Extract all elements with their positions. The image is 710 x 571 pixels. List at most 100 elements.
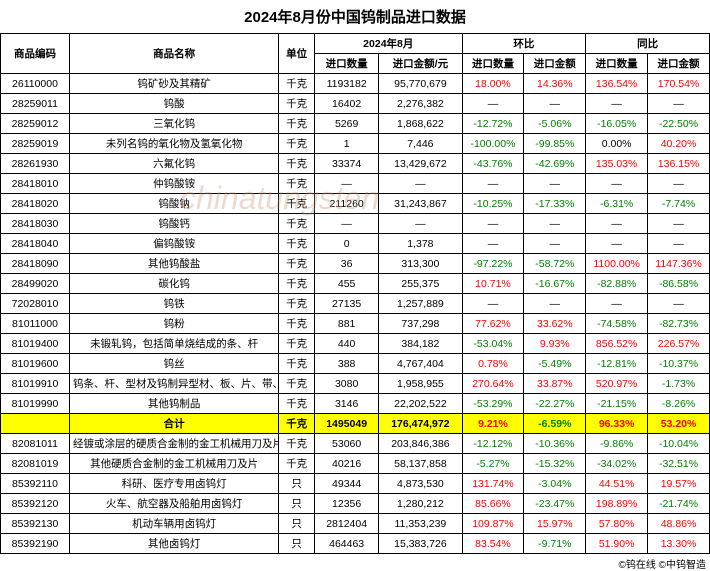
cell-name: 其他钨制品 (69, 394, 278, 414)
cell-mom-qty: 77.62% (462, 314, 524, 334)
cell-yoy-qty: — (586, 94, 648, 114)
cell-qty: 12356 (315, 494, 379, 514)
cell-yoy-qty: -6.31% (586, 194, 648, 214)
cell-qty: 881 (315, 314, 379, 334)
cell-yoy-qty: 136.54% (586, 74, 648, 94)
cell-unit: 千克 (279, 194, 315, 214)
cell-yoy-qty: 0.00% (586, 134, 648, 154)
cell-yoy-amt: 13.30% (648, 534, 710, 554)
cell-mom-amt: -5.06% (524, 114, 586, 134)
cell-amt: 11,353,239 (379, 514, 462, 534)
cell-yoy-qty: -9.86% (586, 434, 648, 454)
cell-mom-amt: -58.72% (524, 254, 586, 274)
cell-mom-amt: -5.49% (524, 354, 586, 374)
cell-unit: 千克 (279, 434, 315, 454)
page-title: 2024年8月份中国钨制品进口数据 (0, 0, 710, 33)
cell-yoy-amt: -7.74% (648, 194, 710, 214)
table-row: 82081011经镀或涂层的硬质合金制的金工机械用刀及片千克53060203,8… (1, 434, 710, 454)
cell-yoy-amt: -86.58% (648, 274, 710, 294)
cell-yoy-amt: — (648, 234, 710, 254)
cell-yoy-amt: -8.26% (648, 394, 710, 414)
cell-code: 28259012 (1, 114, 70, 134)
cell-amt: 7,446 (379, 134, 462, 154)
cell-unit: 千克 (279, 394, 315, 414)
th-mom: 环比 (462, 34, 586, 54)
cell-unit: 只 (279, 494, 315, 514)
cell-yoy-amt: 136.15% (648, 154, 710, 174)
cell-yoy-amt: 40.20% (648, 134, 710, 154)
cell-qty: 455 (315, 274, 379, 294)
th-qty: 进口数量 (315, 54, 379, 74)
cell-name: 未锻轧钨，包括简单烧结成的条、杆 (69, 334, 278, 354)
cell-unit: 千克 (279, 334, 315, 354)
table-row: 28418010仲钨酸铵千克—————— (1, 174, 710, 194)
cell-mom-amt: — (524, 294, 586, 314)
cell-qty: 27135 (315, 294, 379, 314)
cell-qty: 5269 (315, 114, 379, 134)
table-row: 合计千克1495049176,474,9729.21%-6.59%96.33%5… (1, 414, 710, 434)
cell-mom-qty: -53.29% (462, 394, 524, 414)
cell-name: 其他卤钨灯 (69, 534, 278, 554)
table-row: 26110000钨矿砂及其精矿千克119318295,770,67918.00%… (1, 74, 710, 94)
cell-unit: 千克 (279, 294, 315, 314)
cell-amt: 2,276,382 (379, 94, 462, 114)
table-row: 28261930六氟化钨千克3337413,429,672-43.76%-42.… (1, 154, 710, 174)
cell-mom-qty: -97.22% (462, 254, 524, 274)
table-row: 28418040偏钨酸铵千克01,378———— (1, 234, 710, 254)
cell-mom-amt: -16.67% (524, 274, 586, 294)
data-table: 商品编码 商品名称 单位 2024年8月 环比 同比 进口数量 进口金额/元 进… (0, 33, 710, 554)
cell-mom-qty: -10.25% (462, 194, 524, 214)
th-yoy-amt: 进口金额 (648, 54, 710, 74)
cell-qty: 1193182 (315, 74, 379, 94)
cell-mom-qty: — (462, 294, 524, 314)
cell-name: 钨铁 (69, 294, 278, 314)
cell-yoy-amt: 48.86% (648, 514, 710, 534)
table-row: 85392130机动车辆用卤钨灯只281240411,353,239109.87… (1, 514, 710, 534)
cell-qty: 388 (315, 354, 379, 374)
cell-amt: 255,375 (379, 274, 462, 294)
cell-code: 28418030 (1, 214, 70, 234)
cell-name: 其他硬质合金制的金工机械用刀及片 (69, 454, 278, 474)
cell-qty: — (315, 174, 379, 194)
cell-yoy-qty: 520.97% (586, 374, 648, 394)
cell-mom-amt: 9.93% (524, 334, 586, 354)
cell-mom-qty: — (462, 214, 524, 234)
cell-code: 28499020 (1, 274, 70, 294)
cell-code: 28259011 (1, 94, 70, 114)
cell-code: 28418020 (1, 194, 70, 214)
cell-yoy-amt: -10.37% (648, 354, 710, 374)
table-row: 28499020碳化钨千克455255,37510.71%-16.67%-82.… (1, 274, 710, 294)
cell-name: 机动车辆用卤钨灯 (69, 514, 278, 534)
th-yoy-qty: 进口数量 (586, 54, 648, 74)
table-row: 81019400未锻轧钨，包括简单烧结成的条、杆千克440384,182-53.… (1, 334, 710, 354)
cell-mom-qty: -12.72% (462, 114, 524, 134)
th-mom-qty: 进口数量 (462, 54, 524, 74)
cell-amt: 1,378 (379, 234, 462, 254)
cell-yoy-qty: — (586, 214, 648, 234)
cell-mom-qty: -100.00% (462, 134, 524, 154)
cell-amt: 13,429,672 (379, 154, 462, 174)
table-row: 85392190其他卤钨灯只46446315,383,72683.54%-9.7… (1, 534, 710, 554)
table-row: 28259011钨酸千克164022,276,382———— (1, 94, 710, 114)
cell-mom-amt: 33.62% (524, 314, 586, 334)
cell-mom-amt: 14.36% (524, 74, 586, 94)
cell-unit: 千克 (279, 74, 315, 94)
cell-name: 六氟化钨 (69, 154, 278, 174)
th-period: 2024年8月 (315, 34, 463, 54)
cell-name: 碳化钨 (69, 274, 278, 294)
cell-mom-amt: — (524, 234, 586, 254)
cell-name: 钨条、杆、型材及钨制异型材、板、片、带、箔 (69, 374, 278, 394)
cell-amt: 1,958,955 (379, 374, 462, 394)
cell-amt: 313,300 (379, 254, 462, 274)
cell-amt: 1,280,212 (379, 494, 462, 514)
cell-unit: 千克 (279, 234, 315, 254)
cell-qty: — (315, 214, 379, 234)
cell-mom-amt: -9.71% (524, 534, 586, 554)
cell-qty: 36 (315, 254, 379, 274)
th-unit: 单位 (279, 34, 315, 74)
th-amt: 进口金额/元 (379, 54, 462, 74)
cell-unit: 千克 (279, 254, 315, 274)
table-row: 81011000钨粉千克881737,29877.62%33.62%-74.58… (1, 314, 710, 334)
cell-amt: 203,846,386 (379, 434, 462, 454)
cell-yoy-qty: 57.80% (586, 514, 648, 534)
